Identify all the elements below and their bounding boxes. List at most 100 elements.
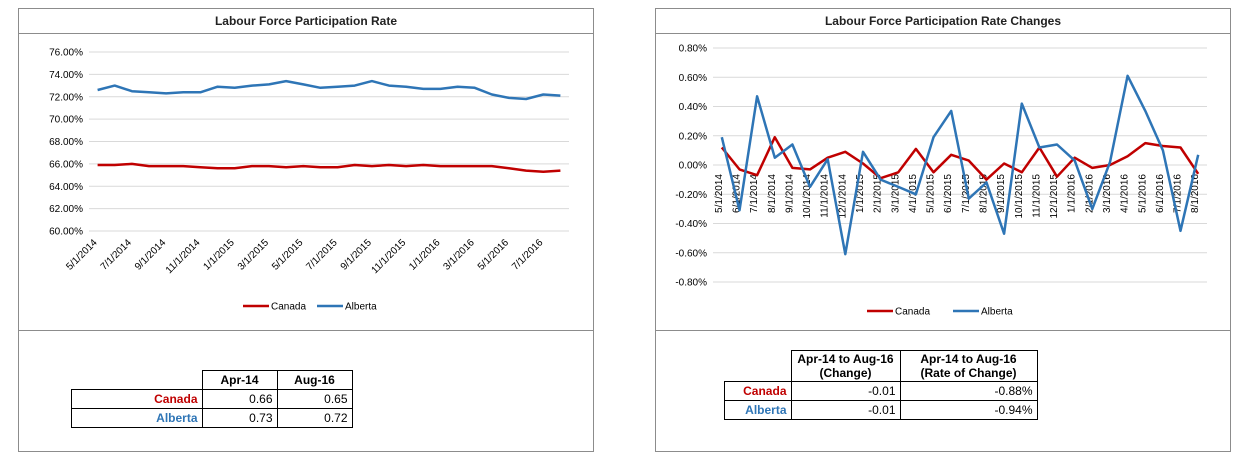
legend-label-alberta: Alberta bbox=[345, 302, 377, 313]
header-change: Apr-14 to Aug-16 (Change) bbox=[790, 350, 901, 382]
y-tick-label: 70.00% bbox=[49, 115, 83, 126]
x-tick-label: 5/1/2015 bbox=[926, 174, 937, 213]
row-label-alberta: Alberta bbox=[71, 408, 203, 428]
row-label-alberta: Alberta bbox=[724, 400, 792, 420]
x-tick-label: 7/1/2015 bbox=[304, 237, 340, 273]
x-tick-label: 9/1/2014 bbox=[784, 174, 795, 213]
x-tick-label: 3/1/2015 bbox=[890, 174, 901, 213]
y-tick-label: 60.00% bbox=[49, 227, 83, 238]
y-tick-label: 0.20% bbox=[679, 131, 707, 142]
header-line: (Change) bbox=[819, 366, 872, 380]
x-tick-label: 5/1/2014 bbox=[64, 237, 100, 273]
x-tick-label: 1/1/2015 bbox=[202, 237, 238, 273]
x-tick-label: 1/1/2015 bbox=[855, 174, 866, 213]
panel-divider bbox=[656, 330, 1230, 331]
y-tick-label: -0.40% bbox=[675, 219, 707, 230]
cell-value: 0.72 bbox=[276, 408, 353, 428]
y-tick-label: 0.60% bbox=[679, 73, 707, 84]
x-tick-label: 5/1/2015 bbox=[270, 237, 306, 273]
x-tick-label: 12/1/2014 bbox=[837, 174, 848, 219]
x-tick-label: 10/1/2015 bbox=[1014, 174, 1025, 219]
x-tick-label: 8/1/2014 bbox=[767, 174, 778, 213]
y-tick-label: 0.00% bbox=[679, 161, 707, 172]
y-tick-label: 0.40% bbox=[679, 102, 707, 113]
x-tick-label: 5/1/2014 bbox=[714, 174, 725, 213]
x-tick-label: 8/1/2016 bbox=[1190, 174, 1201, 213]
x-tick-label: 12/1/2015 bbox=[1049, 174, 1060, 219]
x-tick-label: 9/1/2015 bbox=[339, 237, 375, 273]
x-tick-label: 6/1/2015 bbox=[943, 174, 954, 213]
y-tick-label: 76.00% bbox=[49, 48, 83, 59]
table-row: Canada -0.01 -0.88% bbox=[724, 381, 1038, 401]
chart-title: Labour Force Participation Rate Changes bbox=[656, 9, 1230, 34]
series-line-canada bbox=[97, 162, 561, 173]
participation-changes-svg: -0.80% -0.60% -0.40% -0.20% 0.00% 0.20% 0.40% 0… bbox=[675, 44, 1207, 318]
cell-value: -0.01 bbox=[790, 381, 901, 401]
table-corner bbox=[725, 351, 792, 382]
header-line: Apr-14 to Aug-16 bbox=[797, 352, 894, 366]
legend-label-canada: Canada bbox=[895, 307, 930, 318]
y-tick-label: 68.00% bbox=[49, 137, 83, 148]
participation-changes-chart: -0.80% -0.60% -0.40% -0.20% 0.00% 0.20% 0.40% 0… bbox=[656, 34, 1230, 330]
header-apr-14: Apr-14 bbox=[201, 370, 278, 390]
x-tick-label: 7/1/2016 bbox=[1173, 174, 1184, 213]
cell-value: 0.73 bbox=[201, 408, 278, 428]
x-tick-label: 11/1/2014 bbox=[164, 237, 203, 276]
x-tick-label: 3/1/2016 bbox=[442, 237, 478, 273]
x-tick-label: 6/1/2016 bbox=[1155, 174, 1166, 213]
y-tick-label: 66.00% bbox=[49, 159, 83, 170]
header-line: (Rate of Change) bbox=[920, 366, 1017, 380]
table-header-row: Apr-14 Aug-16 bbox=[72, 370, 353, 390]
table-row: Alberta -0.01 -0.94% bbox=[724, 400, 1038, 420]
cell-value: 0.66 bbox=[201, 389, 278, 409]
x-tick-label: 8/1/2015 bbox=[978, 174, 989, 213]
x-tick-label: 9/1/2014 bbox=[133, 237, 169, 273]
y-tick-label: 62.00% bbox=[49, 204, 83, 215]
legend-label-alberta: Alberta bbox=[981, 307, 1013, 318]
x-tick-label: 11/1/2014 bbox=[820, 174, 831, 218]
table-corner bbox=[72, 371, 203, 390]
participation-rate-svg: 60.00% 62.00% 64.00% 66.00% 68.00% 70.00% 72.0… bbox=[49, 48, 569, 313]
y-tick-label: 74.00% bbox=[49, 70, 83, 81]
y-tick-label: 64.00% bbox=[49, 182, 83, 193]
x-tick-label: 11/1/2015 bbox=[370, 237, 409, 276]
x-tick-label: 10/1/2014 bbox=[802, 174, 813, 219]
participation-summary-table: Apr-14 Aug-16 Canada 0.66 0.65 Alberta 0… bbox=[71, 370, 353, 428]
panel-divider bbox=[19, 330, 593, 331]
y-tick-label: -0.20% bbox=[675, 190, 707, 201]
y-tick-label: 0.80% bbox=[679, 44, 707, 55]
x-tick-label: 1/1/2016 bbox=[1067, 174, 1078, 213]
x-tick-label: 6/1/2014 bbox=[731, 174, 742, 213]
participation-rate-changes-panel: Labour Force Participation Rate Changes … bbox=[655, 8, 1231, 452]
x-tick-label: 5/1/2016 bbox=[476, 237, 512, 273]
cell-value: -0.88% bbox=[899, 381, 1038, 401]
y-tick-label: -0.60% bbox=[675, 248, 707, 259]
x-tick-label: 7/1/2016 bbox=[510, 237, 546, 273]
x-tick-label: 3/1/2016 bbox=[1102, 174, 1113, 213]
x-tick-label: 9/1/2015 bbox=[996, 174, 1007, 213]
x-tick-label: 1/1/2016 bbox=[407, 237, 443, 273]
header-aug-16: Aug-16 bbox=[276, 370, 353, 390]
x-tick-label: 7/1/2014 bbox=[99, 237, 135, 273]
x-tick-label: 11/1/2015 bbox=[1031, 174, 1042, 218]
x-tick-label: 7/1/2014 bbox=[749, 174, 760, 213]
x-tick-label: 5/1/2016 bbox=[1137, 174, 1148, 213]
chart-title: Labour Force Participation Rate bbox=[19, 9, 593, 34]
cell-value: -0.01 bbox=[790, 400, 901, 420]
x-tick-label: 4/1/2016 bbox=[1120, 174, 1131, 213]
table-row: Canada 0.66 0.65 bbox=[71, 389, 353, 409]
x-tick-label: 2/1/2016 bbox=[1084, 174, 1095, 213]
participation-rate-panel: Labour Force Participation Rate 60.00% 62… bbox=[18, 8, 594, 452]
header-rate-of-change: Apr-14 to Aug-16 (Rate of Change) bbox=[899, 350, 1038, 382]
cell-value: -0.94% bbox=[899, 400, 1038, 420]
row-label-canada: Canada bbox=[71, 389, 203, 409]
header-line: Apr-14 to Aug-16 bbox=[920, 352, 1017, 366]
series-line-alberta bbox=[720, 74, 1200, 256]
participation-rate-chart: 60.00% 62.00% 64.00% 66.00% 68.00% 70.00% 72.0… bbox=[19, 34, 593, 330]
row-label-canada: Canada bbox=[724, 381, 792, 401]
cell-value: 0.65 bbox=[276, 389, 353, 409]
y-tick-label: 72.00% bbox=[49, 92, 83, 103]
x-tick-label: 3/1/2015 bbox=[236, 237, 272, 273]
y-tick-label: -0.80% bbox=[675, 278, 707, 289]
change-summary-table: Apr-14 to Aug-16 (Change) Apr-14 to Aug-… bbox=[724, 350, 1038, 420]
